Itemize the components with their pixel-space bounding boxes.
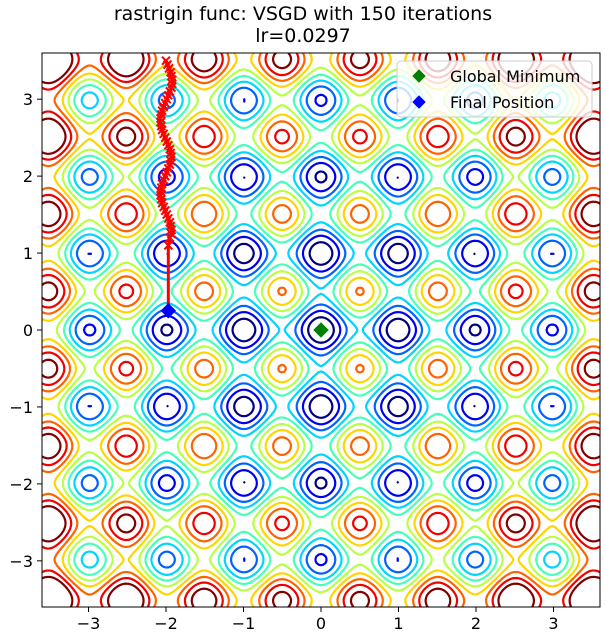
trajectory-point bbox=[167, 75, 177, 85]
x-tick-label: −2 bbox=[154, 614, 178, 633]
contour-level-5 bbox=[160, 170, 482, 490]
legend-marker bbox=[412, 95, 426, 109]
contour-level-25 bbox=[62, 73, 580, 587]
legend: Global Minimum Final Position bbox=[396, 60, 593, 118]
y-axis: −3 −2 −1 0 1 2 3 bbox=[9, 90, 42, 571]
x-tick-label: −1 bbox=[232, 614, 256, 633]
legend-label: Final Position bbox=[450, 93, 554, 112]
final-position-marker bbox=[160, 303, 177, 319]
trajectory-point bbox=[165, 232, 175, 243]
trajectory-point bbox=[155, 186, 166, 197]
contour-layer bbox=[42, 53, 600, 607]
y-tick-label: 1 bbox=[23, 244, 33, 263]
y-tick-label: 0 bbox=[23, 321, 33, 340]
y-tick-label: 2 bbox=[23, 167, 33, 186]
x-tick-label: −3 bbox=[77, 614, 101, 633]
legend-label: Global Minimum bbox=[450, 67, 580, 86]
y-tick-label: −1 bbox=[9, 398, 33, 417]
legend-box bbox=[396, 60, 593, 118]
x-axis: −3 −2 −1 0 1 2 3 bbox=[77, 607, 559, 633]
contour-level-40 bbox=[42, 53, 600, 607]
y-tick-label: −2 bbox=[9, 475, 33, 494]
chart-title: rastrigin func: VSGD with 150 iterations bbox=[113, 3, 493, 25]
global-minimum-marker bbox=[313, 322, 329, 338]
x-tick-label: 0 bbox=[316, 614, 326, 633]
y-tick-label: −3 bbox=[9, 552, 33, 571]
x-tick-label: 3 bbox=[548, 614, 558, 633]
trajectory-layer bbox=[155, 55, 177, 311]
contour-level-50 bbox=[42, 53, 600, 607]
trajectory-point bbox=[155, 113, 166, 124]
contour-level-15 bbox=[74, 85, 568, 575]
contour-level-35 bbox=[42, 53, 600, 607]
marker-layer bbox=[160, 303, 329, 338]
chart-subtitle: lr=0.0297 bbox=[255, 25, 351, 47]
contour-level-10 bbox=[82, 93, 560, 567]
x-tick-label: 2 bbox=[471, 614, 481, 633]
y-tick-label: 3 bbox=[23, 90, 33, 109]
x-tick-label: 1 bbox=[393, 614, 403, 633]
trajectory-point bbox=[166, 225, 177, 235]
trajectory-point bbox=[163, 240, 174, 251]
contour-level-20 bbox=[68, 79, 574, 581]
legend-marker bbox=[412, 69, 426, 83]
contour-level-30 bbox=[55, 66, 587, 594]
